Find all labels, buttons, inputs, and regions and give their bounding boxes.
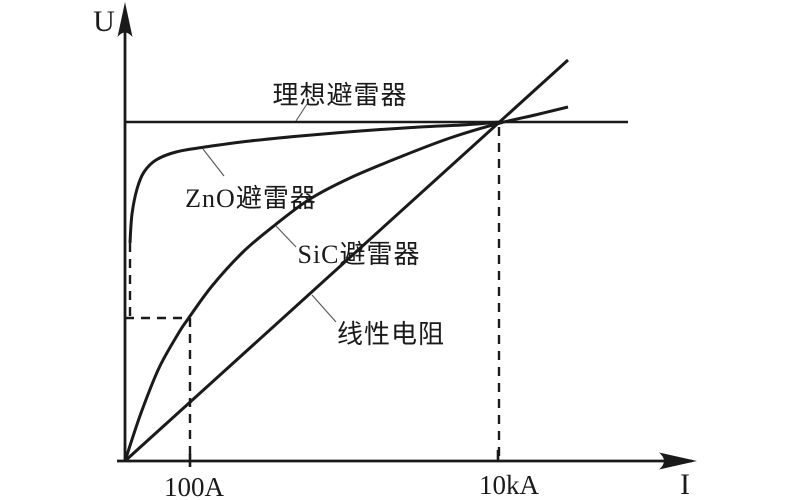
curve-zno-arrester <box>128 120 501 244</box>
axes-layer <box>117 2 697 470</box>
leader-zno-arrester-label <box>202 148 225 177</box>
ideal-arrester-label: 理想避雷器 <box>272 81 407 110</box>
curves-layer <box>123 58 628 463</box>
x-axis-arrowhead-icon <box>659 452 697 470</box>
x-axis-label: I <box>680 468 690 500</box>
dashed-guides-layer <box>125 127 501 461</box>
leader-ideal-arrester-label <box>295 103 308 122</box>
text-layer: U I 100A 10kA 理想避雷器 ZnO避雷器 SiC避雷器 线性电阻 <box>93 5 690 500</box>
curve-linear-resistor <box>123 58 570 463</box>
x-tick-label-100a: 100A <box>164 472 225 500</box>
x-tick-label-10ka: 10kA <box>479 470 540 500</box>
y-axis-arrowhead-icon <box>117 2 133 37</box>
curve-sic-arrester <box>123 105 569 462</box>
y-axis-label: U <box>93 5 115 38</box>
leader-sic-arrester-label <box>275 225 297 248</box>
sic-arrester-label: SiC避雷器 <box>297 240 420 269</box>
leader-lines-layer <box>202 103 337 323</box>
leader-linear-resistor-label <box>311 294 337 323</box>
linear-resistor-label: 线性电阻 <box>337 320 445 349</box>
zno-arrester-label: ZnO避雷器 <box>185 184 317 213</box>
